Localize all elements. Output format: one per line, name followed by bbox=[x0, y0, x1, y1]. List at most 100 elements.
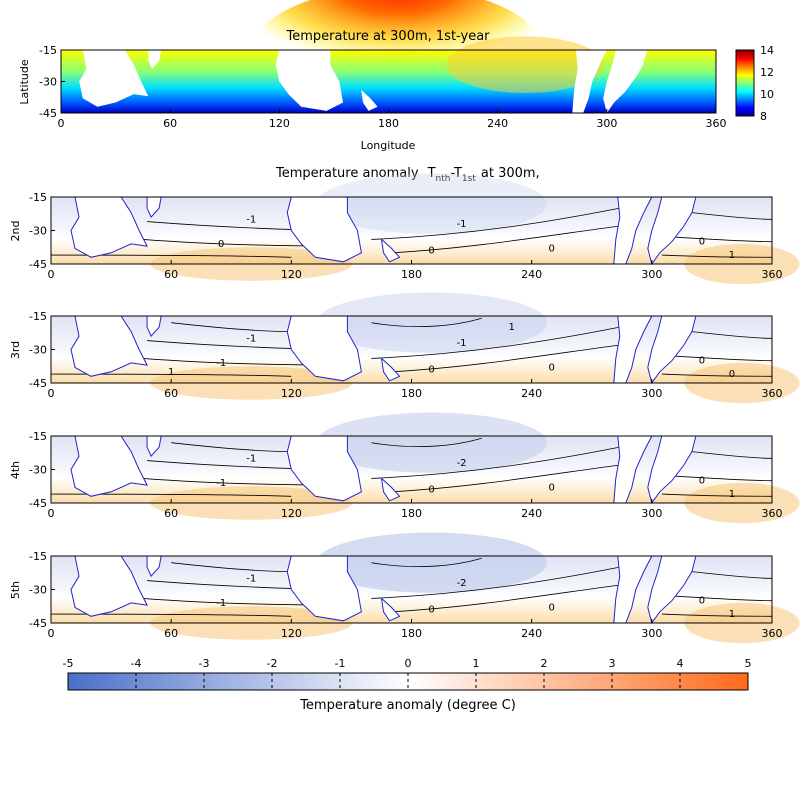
contour-label: 1 bbox=[729, 609, 735, 620]
top-panel-xlabel: Longitude bbox=[361, 139, 416, 152]
y-tick-label: -15 bbox=[29, 430, 47, 443]
y-tick-label: -45 bbox=[29, 377, 47, 390]
panel-label-2nd: 2nd bbox=[9, 221, 22, 242]
anomaly-colorbar: -5 -4 -3 -2 -1 0 1 2 3 4 5 bbox=[63, 657, 752, 691]
x-tick-label: 180 bbox=[378, 117, 399, 130]
x-tick-label: 60 bbox=[164, 387, 178, 400]
anomaly-colorbar-tick-label: 5 bbox=[745, 657, 752, 670]
contour-label: 0 bbox=[428, 485, 434, 496]
y-tick-label: -15 bbox=[29, 310, 47, 323]
land-mask bbox=[275, 50, 343, 111]
warm-tongue bbox=[446, 36, 604, 94]
y-tick-label: -30 bbox=[29, 584, 47, 597]
anomaly-colorbar-tick-label: 2 bbox=[541, 657, 548, 670]
panel-label-5th: 5th bbox=[9, 581, 22, 599]
contours bbox=[50, 557, 773, 617]
anomaly-plot-1: -1-1-1-1000011060120180240300360-15-30-4… bbox=[29, 292, 800, 404]
land-mask bbox=[613, 196, 653, 265]
anomaly-title-suffix: at 300m, bbox=[481, 166, 540, 181]
anomaly-colorbar-tick-label: -4 bbox=[131, 657, 142, 670]
anomaly-colorbar-tick-label: 3 bbox=[609, 657, 616, 670]
contour-label: 0 bbox=[428, 365, 434, 376]
x-tick-label: 300 bbox=[641, 268, 662, 281]
land-mask bbox=[613, 555, 653, 624]
contour-label: 0 bbox=[549, 243, 555, 254]
y-tick-label: -30 bbox=[29, 464, 47, 477]
anomaly-colorbar-tick-label: -5 bbox=[63, 657, 74, 670]
x-tick-label: 180 bbox=[401, 268, 422, 281]
anomaly-plot-0: -1-1000001060120180240300360-15-30-45 bbox=[29, 173, 800, 285]
land-mask bbox=[613, 435, 653, 504]
land-mask bbox=[380, 357, 401, 382]
contour-label: -2 bbox=[457, 578, 467, 589]
colorbar-tick-label: 12 bbox=[760, 66, 774, 79]
first-year-colorbar-ramp bbox=[735, 49, 755, 117]
top-panel-title: Temperature at 300m, 1st-year bbox=[285, 29, 490, 44]
x-tick-label: 60 bbox=[164, 507, 178, 520]
x-tick-label: 300 bbox=[641, 627, 662, 640]
x-tick-label: 0 bbox=[48, 268, 55, 281]
land-mask bbox=[572, 50, 607, 113]
contour-plus-1 bbox=[50, 254, 773, 258]
colorbar-tick-label: 10 bbox=[760, 88, 774, 101]
anomaly-title: Temperature anomaly Tnth-T1st at 300m, bbox=[275, 166, 540, 184]
colorbar-tick-label: 14 bbox=[760, 44, 774, 57]
contour-label: 0 bbox=[699, 237, 705, 248]
anomaly-colorbar-tick-label: 4 bbox=[677, 657, 684, 670]
y-tick-label: -15 bbox=[29, 550, 47, 563]
cool-anomaly bbox=[316, 173, 547, 234]
anomaly-colorbar-tick-label: 1 bbox=[473, 657, 480, 670]
land-mask bbox=[380, 477, 401, 502]
y-tick-label: -45 bbox=[29, 617, 47, 630]
x-tick-label: 120 bbox=[281, 387, 302, 400]
contour-label: 0 bbox=[729, 369, 735, 380]
contour-label: 0 bbox=[549, 602, 555, 613]
contour-label: -1 bbox=[216, 478, 226, 489]
land-mask bbox=[286, 435, 362, 502]
x-tick-label: 240 bbox=[521, 268, 542, 281]
land-mask bbox=[647, 196, 697, 266]
anomaly-panels: -1 -1 0 0 0 0 0 1 0 60 120 180 240 300 360 -15 -30 -45 2nd… bbox=[9, 173, 800, 644]
contour-minus-2 bbox=[171, 557, 482, 573]
x-tick-label: 0 bbox=[48, 507, 55, 520]
contour-label: 1 bbox=[508, 322, 514, 333]
x-tick-label: 240 bbox=[521, 507, 542, 520]
colorbar-tick-label: 8 bbox=[760, 110, 767, 123]
land-mask bbox=[380, 238, 401, 263]
x-tick-label: 300 bbox=[641, 387, 662, 400]
x-tick-label: 120 bbox=[281, 268, 302, 281]
contour-label: 0 bbox=[699, 476, 705, 487]
contour-minus-2 bbox=[171, 317, 482, 333]
x-tick-label: 360 bbox=[762, 268, 783, 281]
anomaly-colorbar-label: Temperature anomaly (degree C) bbox=[299, 698, 516, 713]
anomaly-title-prefix: Temperature anomaly bbox=[275, 166, 419, 181]
land-mask bbox=[286, 555, 362, 622]
x-tick-label: 120 bbox=[281, 507, 302, 520]
land-mask bbox=[603, 50, 647, 113]
x-tick-label: 120 bbox=[281, 627, 302, 640]
y-tick-label: -15 bbox=[39, 44, 57, 57]
contour-label: 0 bbox=[428, 246, 434, 257]
x-tick-label: 120 bbox=[269, 117, 290, 130]
x-tick-label: 240 bbox=[487, 117, 508, 130]
contour-label: -1 bbox=[457, 219, 467, 230]
x-tick-label: 0 bbox=[48, 627, 55, 640]
anomaly-colorbar-tick-label: 0 bbox=[405, 657, 412, 670]
contour-label: -1 bbox=[246, 214, 256, 225]
x-tick-label: 60 bbox=[164, 627, 178, 640]
anomaly-title-dash: -T bbox=[450, 166, 461, 181]
x-tick-label: 180 bbox=[401, 507, 422, 520]
anomaly-colorbar-tick-label: -2 bbox=[267, 657, 278, 670]
x-tick-label: 60 bbox=[163, 117, 177, 130]
contour-label: -1 bbox=[246, 453, 256, 464]
y-tick-label: -30 bbox=[29, 344, 47, 357]
cool-anomaly bbox=[316, 412, 547, 473]
land-mask bbox=[148, 50, 162, 69]
x-tick-label: 300 bbox=[641, 507, 662, 520]
y-tick-label: -30 bbox=[39, 76, 57, 89]
panel-label-4th: 4th bbox=[9, 461, 22, 479]
contour-label: -1 bbox=[216, 598, 226, 609]
x-tick-label: 360 bbox=[762, 387, 783, 400]
top-panel-ylabel: Latitude bbox=[18, 59, 31, 105]
